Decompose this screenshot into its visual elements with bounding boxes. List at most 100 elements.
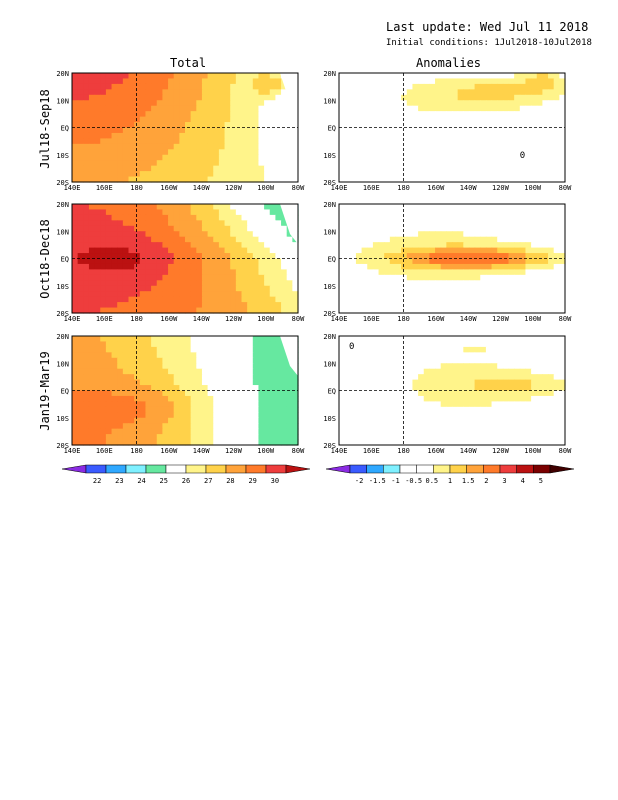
heatmap-cell (145, 390, 152, 397)
heatmap-cell (230, 236, 237, 243)
heatmap-cell (224, 285, 231, 292)
heatmap-cell (542, 204, 549, 211)
heatmap-cell (207, 176, 214, 183)
heatmap-cell (384, 220, 391, 227)
heatmap-cell (83, 236, 90, 243)
heatmap-cell (548, 127, 555, 134)
heatmap-cell (491, 160, 498, 167)
heatmap-cell (395, 423, 402, 430)
heatmap-cell (519, 242, 527, 249)
heatmap-cell (269, 165, 276, 172)
heatmap-cell (94, 336, 101, 343)
heatmap-cell (201, 280, 209, 287)
heatmap-cell (367, 132, 374, 139)
heatmap-cell (412, 368, 419, 375)
heatmap-cell (423, 374, 430, 381)
heatmap-cell (418, 220, 425, 227)
heatmap-cell (389, 307, 397, 314)
heatmap-cell (418, 160, 425, 167)
heatmap-cell (151, 225, 158, 232)
heatmap-cell (134, 385, 141, 392)
heatmap-cell (264, 385, 271, 392)
heatmap-cell (94, 363, 101, 370)
heatmap-cell (525, 368, 532, 375)
heatmap-cell (156, 220, 163, 227)
heatmap-cell (207, 78, 214, 85)
heatmap-cell (378, 247, 385, 254)
heatmap-cell (117, 154, 124, 161)
heatmap-cell (491, 225, 498, 232)
heatmap-cell (94, 253, 101, 260)
lon-tick-label: 160E (96, 315, 113, 323)
heatmap-cell (350, 247, 357, 254)
heatmap-cell (536, 236, 543, 243)
heatmap-cell (457, 395, 464, 402)
heatmap-cell (553, 379, 560, 386)
heatmap-cell (94, 116, 101, 123)
heatmap-cell (100, 296, 107, 303)
heatmap-cell (168, 78, 175, 85)
heatmap-cell (269, 357, 276, 364)
colorbar-tick-label: 25 (160, 477, 168, 485)
heatmap-cell (241, 417, 248, 424)
heatmap-cell (406, 204, 414, 211)
heatmap-cell (258, 412, 265, 419)
heatmap-cell (339, 395, 346, 402)
lon-tick-label: 80W (559, 184, 572, 192)
heatmap-cell (185, 439, 192, 446)
heatmap-cell (72, 379, 79, 386)
heatmap-cell (134, 225, 141, 232)
heatmap-cell (389, 258, 397, 265)
heatmap-cell (275, 346, 282, 353)
heatmap-cell (173, 116, 180, 123)
heatmap-cell (196, 220, 203, 227)
heatmap-cell (190, 111, 197, 118)
heatmap-cell (418, 253, 425, 260)
heatmap-cell (281, 138, 288, 145)
heatmap-cell (105, 258, 113, 265)
heatmap-cell (497, 105, 504, 112)
heatmap-cell (88, 434, 96, 441)
heatmap-cell (344, 171, 351, 178)
heatmap-cell (207, 341, 214, 348)
heatmap-cell (94, 105, 101, 112)
heatmap-cell (406, 302, 414, 309)
heatmap-cell (355, 412, 363, 419)
heatmap-cell (389, 127, 397, 134)
heatmap-cell (531, 291, 538, 298)
heatmap-cell (179, 236, 186, 243)
heatmap-cell (435, 242, 442, 249)
heatmap-cell (457, 434, 464, 441)
heatmap-cell (474, 368, 481, 375)
heatmap-cell (378, 94, 385, 101)
heatmap-cell (423, 352, 430, 359)
heatmap-cell (497, 89, 504, 96)
heatmap-cell (134, 263, 141, 270)
heatmap-cell (145, 171, 152, 178)
heatmap-cell (429, 439, 436, 446)
heatmap-cell (264, 89, 271, 96)
heatmap-cell (395, 434, 402, 441)
heatmap-cell (122, 143, 130, 150)
heatmap-cell (491, 89, 498, 96)
heatmap-cell (435, 263, 442, 270)
heatmap-cell (105, 154, 113, 161)
heatmap-cell (230, 390, 237, 397)
heatmap-cell (559, 78, 566, 85)
heatmap-cell (88, 291, 96, 298)
heatmap-cell (429, 111, 436, 118)
heatmap-cell (235, 269, 243, 276)
heatmap-cell (218, 307, 226, 314)
heatmap-cell (139, 73, 147, 80)
heatmap-cell (230, 83, 237, 90)
heatmap-cell (339, 357, 346, 364)
heatmap-cell (218, 209, 226, 216)
heatmap-cell (269, 100, 276, 107)
heatmap-cell (446, 346, 453, 353)
heatmap-cell (355, 231, 363, 238)
heatmap-cell (508, 154, 515, 161)
heatmap-cell (485, 374, 493, 381)
heatmap-cell (553, 154, 560, 161)
heatmap-cell (418, 363, 425, 370)
heatmap-cell (213, 236, 220, 243)
